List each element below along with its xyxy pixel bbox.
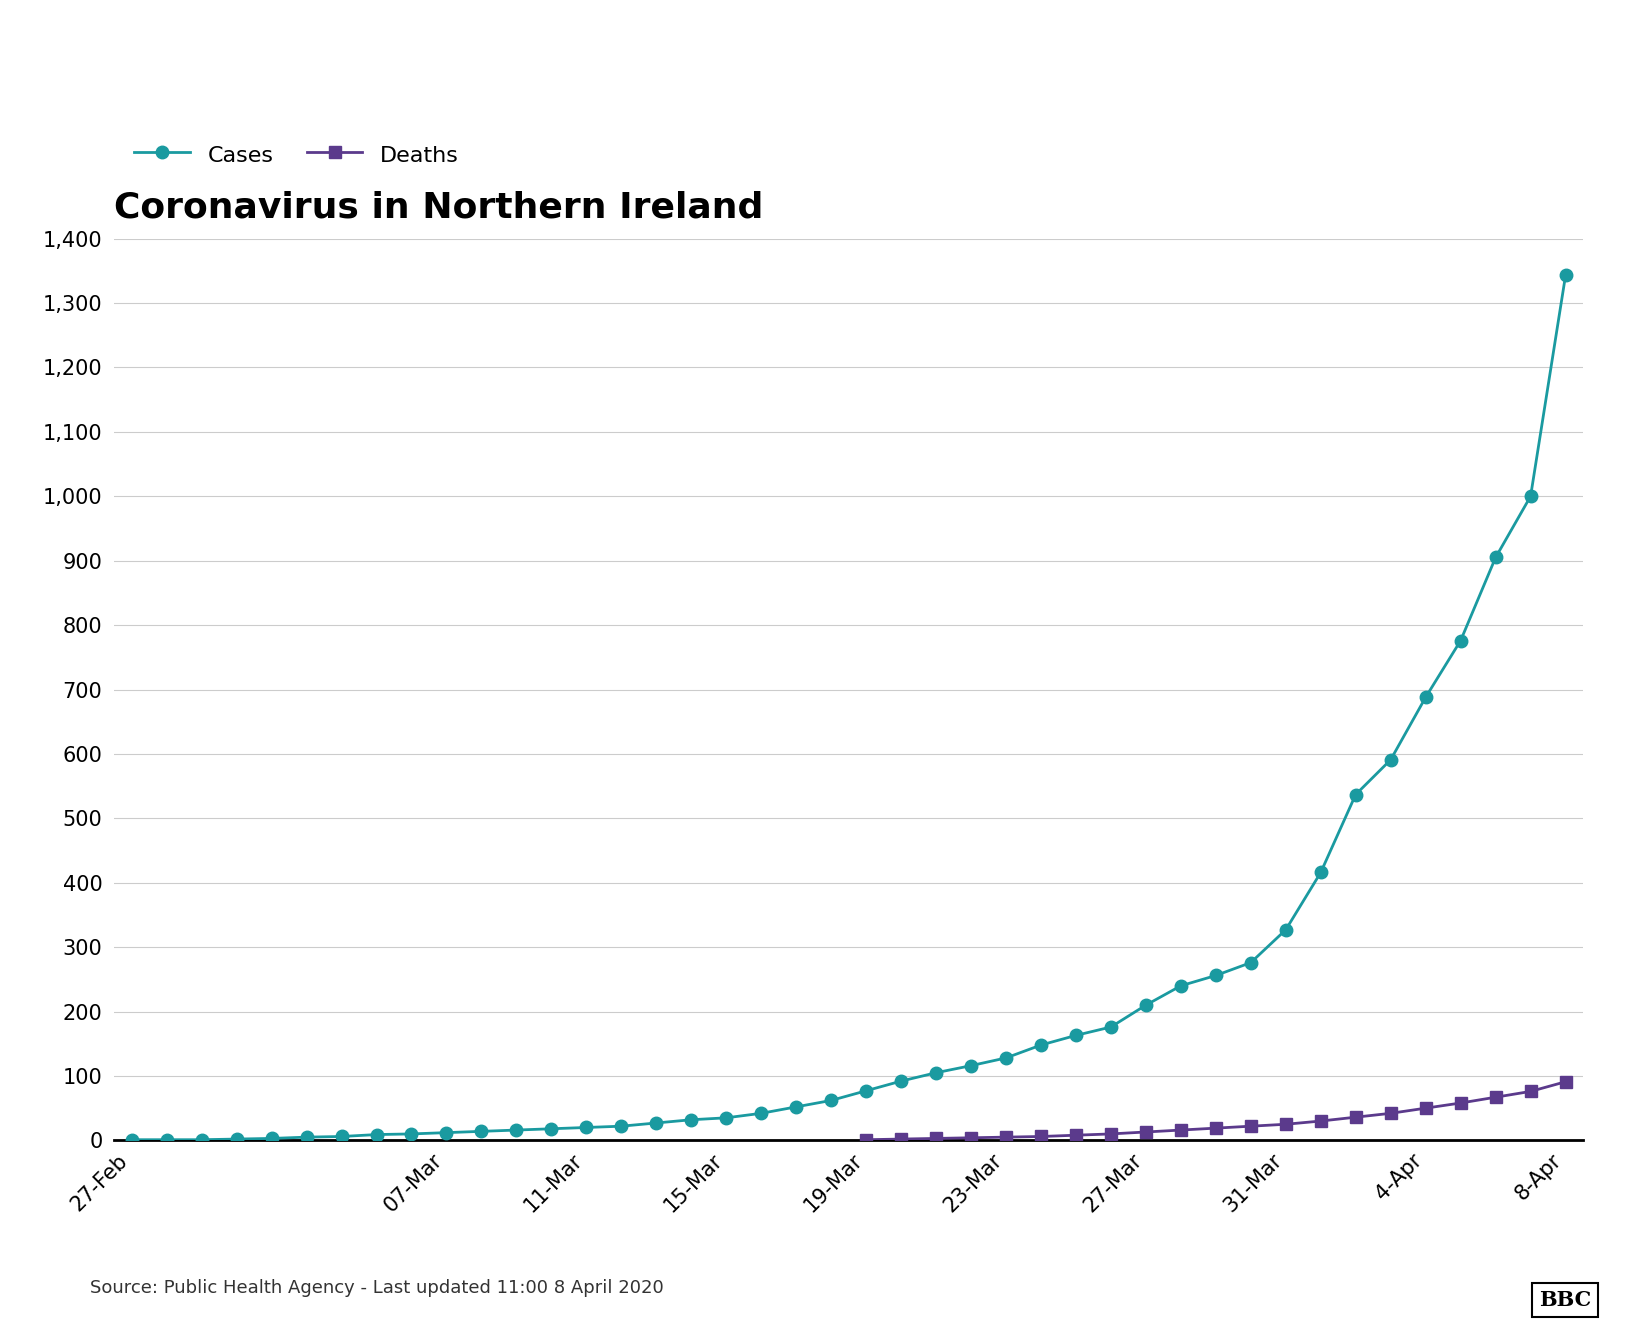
Cases: [996, 1050, 1015, 1066]
Cases: [716, 1110, 736, 1126]
Cases: [1031, 1037, 1051, 1053]
Cases: [1276, 922, 1296, 937]
Text: Source: Public Health Agency - Last updated 11:00 8 April 2020: Source: Public Health Agency - Last upda…: [90, 1278, 664, 1297]
Cases: [1381, 752, 1400, 768]
Cases: [367, 1127, 387, 1143]
Deaths: [1206, 1120, 1226, 1136]
Deaths: [961, 1130, 981, 1146]
Cases: [1346, 786, 1366, 802]
Cases: [437, 1124, 457, 1140]
Cases: [646, 1115, 666, 1131]
Cases: [821, 1093, 840, 1109]
Deaths: [857, 1132, 876, 1148]
Deaths: [1381, 1106, 1400, 1122]
Cases: [1485, 549, 1505, 565]
Cases: [857, 1083, 876, 1099]
Text: Coronavirus in Northern Ireland: Coronavirus in Northern Ireland: [114, 191, 764, 225]
Cases: [157, 1132, 176, 1148]
Cases: [1310, 865, 1330, 880]
Cases: [1417, 690, 1436, 705]
Cases: [1206, 968, 1226, 984]
Cases: [1240, 955, 1260, 971]
Deaths: [1276, 1116, 1296, 1132]
Deaths: [1136, 1124, 1155, 1140]
Legend: Cases, Deaths: Cases, Deaths: [126, 133, 468, 178]
Deaths: [1555, 1074, 1575, 1090]
Cases: [506, 1122, 526, 1138]
Cases: [401, 1126, 421, 1142]
Cases: [682, 1111, 702, 1127]
Deaths: [1346, 1110, 1366, 1126]
Deaths: [1521, 1083, 1541, 1099]
Deaths: [1240, 1118, 1260, 1134]
Cases: [472, 1123, 491, 1139]
Cases: [1102, 1020, 1121, 1036]
Cases: [1136, 997, 1155, 1013]
Line: Cases: Cases: [126, 269, 1572, 1146]
Deaths: [1451, 1095, 1470, 1111]
Deaths: [1031, 1128, 1051, 1144]
Cases: [1521, 488, 1541, 504]
Deaths: [1102, 1126, 1121, 1142]
Cases: [227, 1131, 246, 1147]
Deaths: [996, 1130, 1015, 1146]
Cases: [787, 1099, 806, 1115]
Cases: [927, 1065, 947, 1081]
Deaths: [1066, 1127, 1085, 1143]
Cases: [576, 1119, 596, 1135]
Cases: [122, 1132, 142, 1148]
Deaths: [1417, 1101, 1436, 1116]
Cases: [612, 1118, 632, 1134]
Cases: [961, 1058, 981, 1074]
Deaths: [891, 1131, 911, 1147]
Cases: [1451, 633, 1470, 648]
Cases: [193, 1132, 212, 1148]
Line: Deaths: Deaths: [860, 1077, 1572, 1146]
Cases: [751, 1106, 770, 1122]
Cases: [542, 1120, 561, 1136]
Cases: [891, 1073, 911, 1089]
Cases: [1066, 1028, 1085, 1044]
Cases: [1172, 977, 1191, 993]
Deaths: [1310, 1113, 1330, 1128]
Cases: [297, 1130, 317, 1146]
Cases: [331, 1128, 351, 1144]
Deaths: [1172, 1122, 1191, 1138]
Cases: [261, 1131, 281, 1147]
Deaths: [927, 1131, 947, 1147]
Deaths: [1485, 1089, 1505, 1105]
Text: BBC: BBC: [1539, 1290, 1591, 1310]
Cases: [1555, 268, 1575, 284]
